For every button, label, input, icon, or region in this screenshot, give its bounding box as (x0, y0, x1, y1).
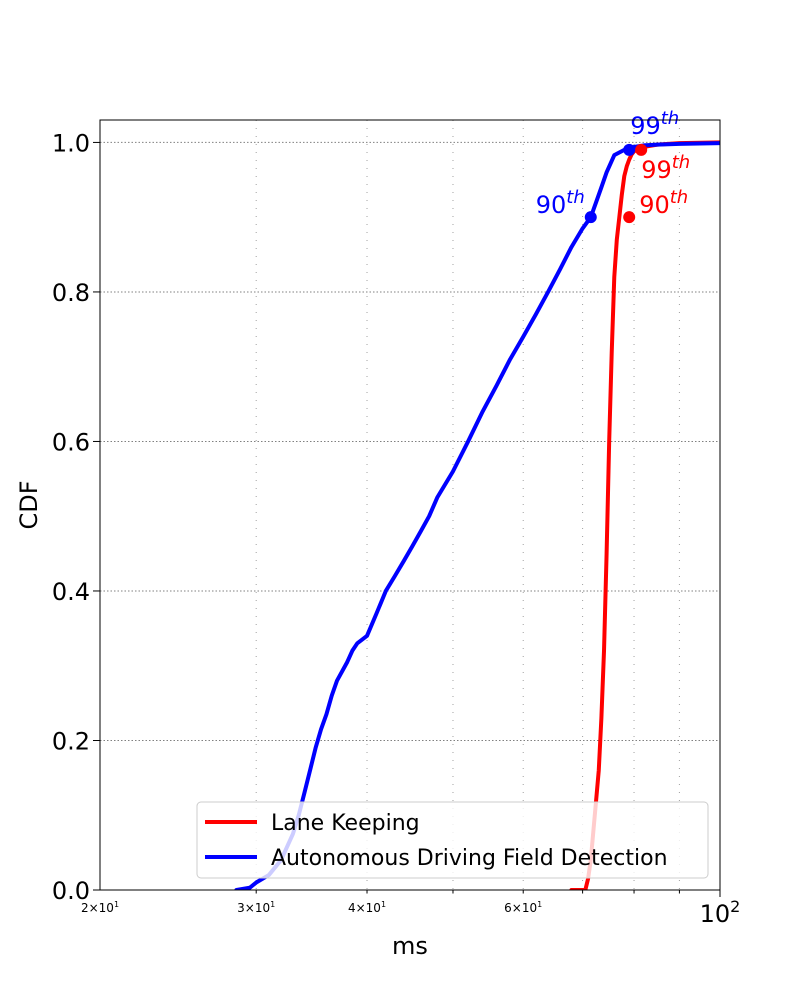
y-tick-label: 0.0 (52, 877, 90, 905)
x-tick-label: 3×101 (237, 900, 275, 915)
y-tick-label: 0.2 (52, 727, 90, 755)
x-tick-label: 2×101 (81, 900, 119, 915)
x-axis-label: ms (392, 932, 428, 960)
y-axis-label: CDF (15, 480, 43, 529)
plot-frame (99, 119, 721, 891)
percentile-label: 90th (536, 187, 585, 219)
grid (100, 120, 720, 891)
x-axis-ticks: 2×101 3×101 4×101 6×101 102 (81, 890, 740, 928)
y-tick-label: 0.6 (52, 428, 90, 456)
legend-label: Autonomous Driving Field Detection (271, 846, 668, 871)
percentile-label: 99th (630, 108, 679, 140)
percentile-marker (623, 211, 636, 224)
legend-label: Lane Keeping (271, 811, 420, 836)
x-tick-label: 6×101 (504, 900, 542, 915)
series-lines (234, 140, 720, 890)
x-tick-label: 102 (700, 897, 741, 928)
percentile-marker (635, 143, 648, 156)
legend-box (196, 801, 709, 879)
y-tick-label: 1.0 (52, 129, 90, 157)
series-line-lane-keeping (569, 140, 720, 890)
y-tick-label: 0.4 (52, 578, 90, 606)
percentile-marker (584, 211, 597, 224)
legend: Lane Keeping Autonomous Driving Field Det… (196, 801, 709, 879)
y-tick-label: 0.8 (52, 279, 90, 307)
percentile-label: 90th (639, 187, 688, 219)
series-line-field-detection (234, 141, 720, 890)
percentile-label: 99th (641, 152, 690, 184)
y-axis-ticks: 0.0 0.2 0.4 0.6 0.8 1.0 (52, 129, 100, 905)
x-tick-label: 4×101 (348, 900, 386, 915)
percentile-marker (623, 143, 636, 156)
